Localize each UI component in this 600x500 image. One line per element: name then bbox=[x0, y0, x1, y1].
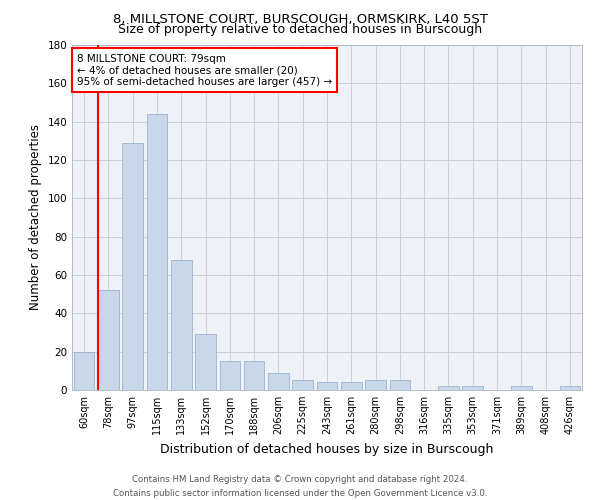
Text: 8, MILLSTONE COURT, BURSCOUGH, ORMSKIRK, L40 5ST: 8, MILLSTONE COURT, BURSCOUGH, ORMSKIRK,… bbox=[113, 12, 487, 26]
Bar bbox=[438, 386, 459, 390]
Bar bbox=[389, 380, 410, 390]
Bar bbox=[292, 380, 313, 390]
Bar bbox=[560, 386, 580, 390]
Bar bbox=[365, 380, 386, 390]
Bar bbox=[98, 290, 119, 390]
Text: Contains HM Land Registry data © Crown copyright and database right 2024.
Contai: Contains HM Land Registry data © Crown c… bbox=[113, 476, 487, 498]
Bar bbox=[220, 361, 240, 390]
Bar bbox=[74, 352, 94, 390]
Bar bbox=[244, 361, 265, 390]
Bar bbox=[146, 114, 167, 390]
Bar bbox=[195, 334, 216, 390]
Bar bbox=[268, 373, 289, 390]
Bar bbox=[122, 143, 143, 390]
Bar bbox=[171, 260, 191, 390]
Bar bbox=[463, 386, 483, 390]
X-axis label: Distribution of detached houses by size in Burscough: Distribution of detached houses by size … bbox=[160, 442, 494, 456]
Text: 8 MILLSTONE COURT: 79sqm
← 4% of detached houses are smaller (20)
95% of semi-de: 8 MILLSTONE COURT: 79sqm ← 4% of detache… bbox=[77, 54, 332, 87]
Y-axis label: Number of detached properties: Number of detached properties bbox=[29, 124, 42, 310]
Bar bbox=[341, 382, 362, 390]
Bar bbox=[511, 386, 532, 390]
Text: Size of property relative to detached houses in Burscough: Size of property relative to detached ho… bbox=[118, 22, 482, 36]
Bar bbox=[317, 382, 337, 390]
